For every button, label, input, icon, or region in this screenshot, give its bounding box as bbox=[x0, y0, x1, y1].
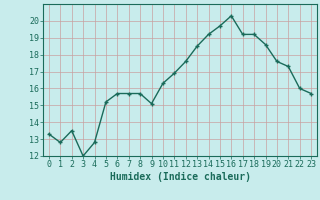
X-axis label: Humidex (Indice chaleur): Humidex (Indice chaleur) bbox=[109, 172, 251, 182]
